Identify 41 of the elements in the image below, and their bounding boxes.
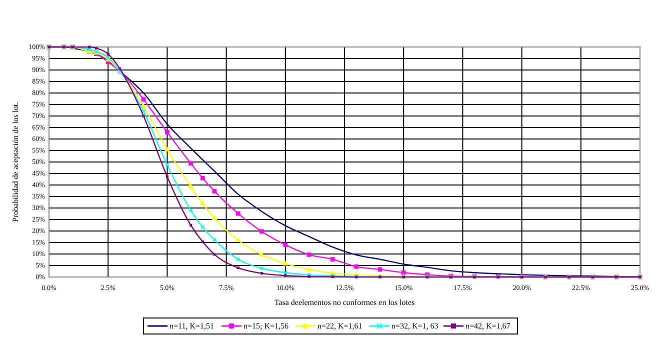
point <box>235 237 242 242</box>
point <box>188 184 194 189</box>
point <box>141 109 146 114</box>
point <box>260 272 264 275</box>
point <box>166 175 168 178</box>
legend-label: n=15; K=1,56 <box>244 322 289 331</box>
point <box>188 161 194 166</box>
point <box>283 242 288 247</box>
point <box>306 266 312 272</box>
point <box>283 270 288 275</box>
point <box>212 189 217 194</box>
point <box>165 162 170 167</box>
point <box>212 238 217 242</box>
y-axis-title: Probabilidad de aceptación de los lot. <box>11 102 20 222</box>
legend-label: n=32, K=1, 63 <box>392 322 438 331</box>
point <box>141 97 146 102</box>
legend-label: n=11, K=1,51 <box>170 322 214 331</box>
point <box>260 266 264 270</box>
point <box>188 208 194 212</box>
point <box>236 266 240 270</box>
point <box>330 257 335 262</box>
point <box>165 130 170 134</box>
point <box>200 200 206 206</box>
point <box>200 224 205 230</box>
point <box>378 267 382 272</box>
point <box>200 176 205 180</box>
legend-label: n=42, K=1,67 <box>466 322 510 331</box>
point <box>260 229 264 234</box>
point <box>212 215 218 220</box>
point <box>236 257 240 262</box>
point <box>94 46 98 50</box>
point <box>306 252 312 257</box>
point <box>401 270 406 275</box>
point <box>236 211 240 216</box>
point <box>164 146 170 152</box>
point <box>258 252 265 257</box>
x-axis-title: Tasa deelementos no conformes en los lotes <box>274 298 415 307</box>
point <box>282 260 288 266</box>
point <box>190 224 192 227</box>
point <box>354 264 359 269</box>
legend-label: n=22, K=1,61 <box>318 322 362 331</box>
